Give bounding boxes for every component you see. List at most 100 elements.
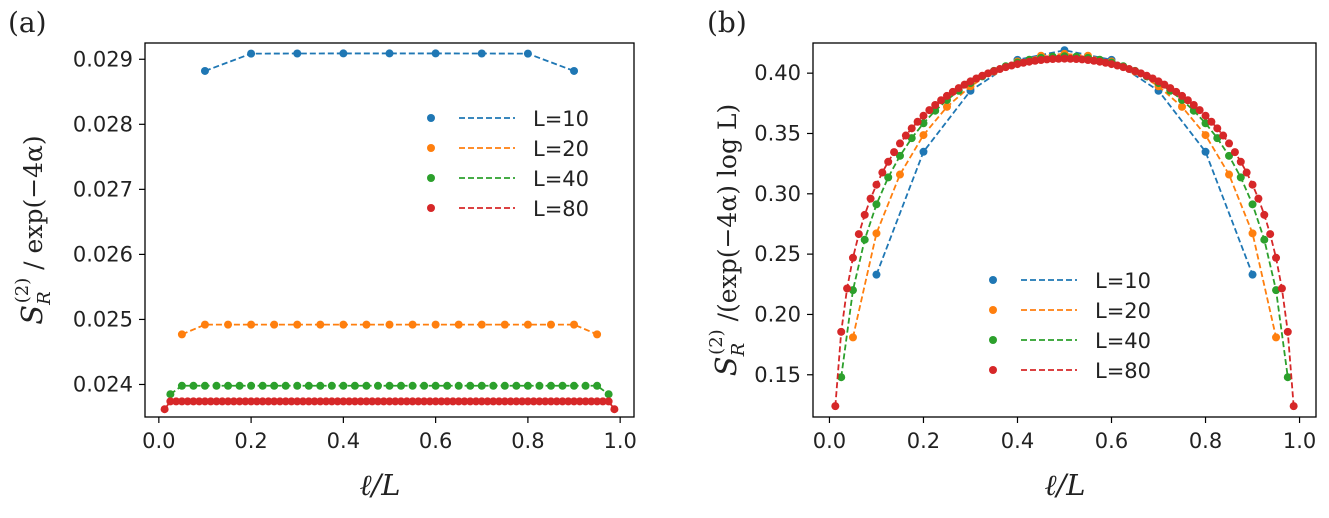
panel-a-point-L10 bbox=[431, 49, 440, 58]
panel-a-point-L80 bbox=[183, 397, 192, 406]
panel-b-point-L80 bbox=[1242, 168, 1251, 177]
panel-a-point-L80 bbox=[356, 397, 365, 406]
panel-a-y-axis-label: SR(2) / exp(−4α) bbox=[12, 135, 55, 324]
panel-b-y-tick-label: 0.40 bbox=[754, 61, 801, 85]
panel-b-point-L80 bbox=[878, 168, 887, 177]
panel-a-point-L80 bbox=[414, 397, 423, 406]
panel-a-point-L40 bbox=[593, 381, 602, 390]
panel-a-legend-label: L=80 bbox=[533, 197, 589, 221]
panel-b-point-L80 bbox=[1160, 80, 1169, 89]
panel-b-point-L20 bbox=[1178, 102, 1187, 111]
panel-b-legend-marker bbox=[989, 336, 997, 344]
panel-a-point-L20 bbox=[362, 320, 371, 329]
panel-a-point-L80 bbox=[304, 397, 313, 406]
panel-a-x-tick-label: 1.0 bbox=[603, 429, 636, 453]
panel-b-series-L10 bbox=[872, 46, 1257, 279]
panel-a-series-line-L10 bbox=[204, 52, 575, 72]
panel-a-point-L40 bbox=[523, 381, 532, 390]
panel-b-point-L80 bbox=[1201, 111, 1210, 120]
panel-a-point-L80 bbox=[454, 397, 463, 406]
panel-b-point-L80 bbox=[1066, 54, 1075, 63]
panel-b-point-L80 bbox=[1072, 55, 1081, 64]
panel-a-legend-marker bbox=[427, 114, 435, 122]
panel-a-point-L80 bbox=[500, 397, 509, 406]
panel-a-point-L40 bbox=[200, 381, 209, 390]
panel-a-point-L80 bbox=[373, 397, 382, 406]
panel-b-point-L10 bbox=[919, 147, 928, 156]
panel-a-point-L40 bbox=[535, 381, 544, 390]
panel-b-point-L40 bbox=[931, 106, 940, 115]
panel-a-point-L40 bbox=[385, 381, 394, 390]
panel-a-point-L80 bbox=[587, 397, 596, 406]
panel-b-series-line-L20 bbox=[852, 52, 1277, 338]
panel-a-point-L80 bbox=[212, 397, 221, 406]
panel-a-point-L80 bbox=[610, 405, 619, 414]
panel-b-label: (b) bbox=[707, 6, 747, 39]
panel-a-point-L80 bbox=[448, 397, 457, 406]
panel-a-legend-label: L=40 bbox=[533, 167, 589, 191]
panel-b-point-L80 bbox=[1166, 84, 1175, 93]
panel-a-point-L40 bbox=[235, 381, 244, 390]
panel-a-point-L40 bbox=[546, 381, 555, 390]
panel-a-point-L40 bbox=[304, 381, 313, 390]
panel-a-y-tick-label: 0.025 bbox=[73, 307, 133, 331]
panel-a-point-L40 bbox=[454, 381, 463, 390]
panel-b-point-L80 bbox=[843, 284, 852, 293]
panel-a-point-L20 bbox=[293, 320, 302, 329]
panel-b-point-L80 bbox=[1084, 56, 1092, 65]
panel-b-point-L40 bbox=[895, 151, 904, 160]
panel-b-point-L80 bbox=[1225, 139, 1234, 148]
panel-b-point-L20 bbox=[1248, 229, 1257, 238]
panel-a-point-L80 bbox=[362, 397, 371, 406]
panel-b-point-L80 bbox=[948, 87, 957, 96]
panel-b-point-L80 bbox=[1277, 284, 1286, 293]
panel-a-series-L10 bbox=[200, 49, 579, 75]
panel-a-series-L40 bbox=[166, 381, 613, 399]
panel-a-point-L80 bbox=[564, 397, 573, 406]
panel-a-point-L40 bbox=[316, 381, 325, 390]
panel-a-point-L40 bbox=[258, 381, 267, 390]
panel-b-legend-marker bbox=[989, 276, 997, 284]
panel-a-y-tick-label: 0.026 bbox=[73, 242, 133, 266]
panel-b-point-L80 bbox=[1154, 77, 1163, 86]
panel-a-point-L20 bbox=[177, 330, 186, 339]
panel-a-point-L40 bbox=[212, 381, 221, 390]
panel-a-point-L40 bbox=[177, 381, 186, 390]
panel-b-point-L80 bbox=[1248, 180, 1257, 189]
panel-a-point-L20 bbox=[570, 320, 579, 329]
panel-a-point-L40 bbox=[558, 381, 567, 390]
panel-a-point-L20 bbox=[408, 320, 417, 329]
panel-a-legend-label: L=10 bbox=[533, 107, 589, 131]
panel-b-point-L80 bbox=[1054, 54, 1063, 63]
panel-b-point-L20 bbox=[1201, 131, 1210, 140]
panel-a-point-L80 bbox=[258, 397, 267, 406]
panel-a-point-L80 bbox=[241, 397, 250, 406]
panel-a-point-L80 bbox=[275, 397, 284, 406]
panel-a-y-tick-label: 0.028 bbox=[73, 112, 133, 136]
panel-b-y-axis-label: SR(2) /(exp(−4α) log L) bbox=[706, 104, 749, 377]
panel-b-x-tick-label: 0.6 bbox=[1095, 429, 1128, 453]
panel-b-point-L80 bbox=[1230, 148, 1239, 157]
panel-a-point-L40 bbox=[443, 381, 452, 390]
panel-a-point-L80 bbox=[408, 397, 417, 406]
panel-b-legend: L=10 L=20 L=40 L=80 bbox=[989, 269, 1151, 383]
panel-b-y-label-text: SR(2) /(exp(−4α) log L) bbox=[706, 104, 749, 377]
panel-b-point-L80 bbox=[1048, 55, 1057, 64]
panel-b-point-L40 bbox=[884, 173, 893, 182]
panel-a-point-L80 bbox=[552, 397, 561, 406]
panel-a-point-L80 bbox=[495, 397, 504, 406]
panel-a-x-tick-label: 0.6 bbox=[419, 429, 452, 453]
panel-a-point-L20 bbox=[523, 320, 532, 329]
panel-a-point-L20 bbox=[270, 320, 279, 329]
panel-b-x-tick-label: 0.4 bbox=[1001, 429, 1034, 453]
panel-a-point-L80 bbox=[472, 397, 480, 406]
panel-b-point-L80 bbox=[831, 402, 840, 411]
panel-a-point-L20 bbox=[385, 320, 394, 329]
panel-b-point-L80 bbox=[1260, 210, 1269, 219]
panel-a-point-L80 bbox=[593, 397, 602, 406]
panel-a-x-tick-label: 0.0 bbox=[142, 429, 175, 453]
panel-b-point-L80 bbox=[1042, 55, 1051, 64]
panel-a-point-L20 bbox=[224, 320, 233, 329]
panel-b-point-L10 bbox=[1248, 270, 1257, 279]
